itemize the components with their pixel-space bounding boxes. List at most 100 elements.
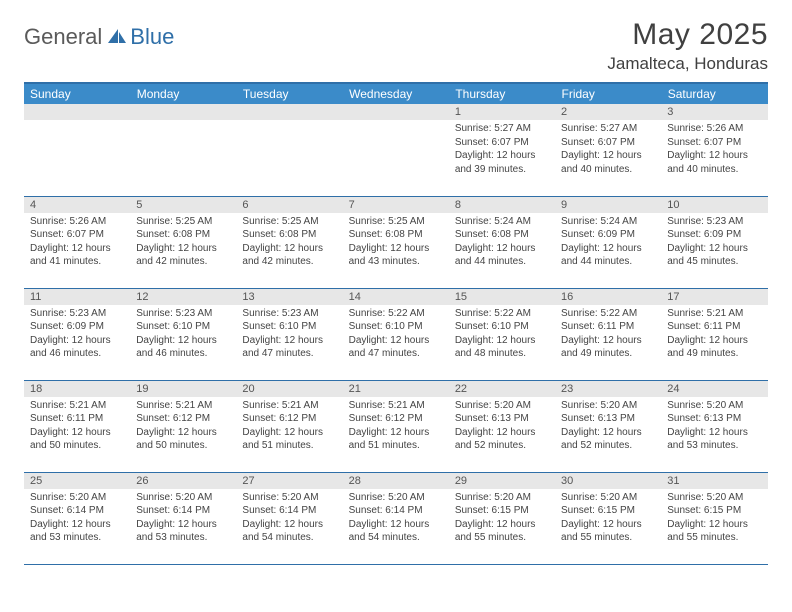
sunrise-line: Sunrise: 5:20 AM — [561, 399, 655, 413]
day-number: 4 — [24, 197, 130, 213]
day-number: 17 — [661, 289, 767, 305]
day-content: Sunrise: 5:23 AMSunset: 6:09 PMDaylight:… — [661, 213, 767, 271]
day-number: 21 — [343, 381, 449, 397]
day-content: Sunrise: 5:20 AMSunset: 6:14 PMDaylight:… — [343, 489, 449, 547]
header: General Blue May 2025 Jamalteca, Hondura… — [24, 18, 768, 74]
calendar-week-row: 11Sunrise: 5:23 AMSunset: 6:09 PMDayligh… — [24, 288, 768, 380]
day-number: 10 — [661, 197, 767, 213]
sunrise-line: Sunrise: 5:21 AM — [30, 399, 124, 413]
calendar-cell — [24, 104, 130, 196]
weekday-header: Saturday — [661, 83, 767, 104]
day-content: Sunrise: 5:23 AMSunset: 6:10 PMDaylight:… — [130, 305, 236, 363]
calendar-cell: 10Sunrise: 5:23 AMSunset: 6:09 PMDayligh… — [661, 196, 767, 288]
day-content: Sunrise: 5:22 AMSunset: 6:10 PMDaylight:… — [449, 305, 555, 363]
day-content: Sunrise: 5:21 AMSunset: 6:12 PMDaylight:… — [343, 397, 449, 455]
logo-text-general: General — [24, 24, 102, 50]
day-content: Sunrise: 5:21 AMSunset: 6:12 PMDaylight:… — [236, 397, 342, 455]
sunset-line: Sunset: 6:10 PM — [136, 320, 230, 334]
sunrise-line: Sunrise: 5:22 AM — [561, 307, 655, 321]
day-number: 1 — [449, 104, 555, 120]
daylight-line: Daylight: 12 hours and 49 minutes. — [561, 334, 655, 361]
day-number: 27 — [236, 473, 342, 489]
calendar-cell: 15Sunrise: 5:22 AMSunset: 6:10 PMDayligh… — [449, 288, 555, 380]
sunrise-line: Sunrise: 5:20 AM — [667, 399, 761, 413]
location: Jamalteca, Honduras — [607, 54, 768, 74]
calendar-week-row: 4Sunrise: 5:26 AMSunset: 6:07 PMDaylight… — [24, 196, 768, 288]
sunrise-line: Sunrise: 5:21 AM — [136, 399, 230, 413]
daylight-line: Daylight: 12 hours and 47 minutes. — [242, 334, 336, 361]
day-content — [130, 120, 236, 124]
calendar-week-row: 25Sunrise: 5:20 AMSunset: 6:14 PMDayligh… — [24, 472, 768, 564]
day-number: 18 — [24, 381, 130, 397]
calendar-cell: 25Sunrise: 5:20 AMSunset: 6:14 PMDayligh… — [24, 472, 130, 564]
sunset-line: Sunset: 6:15 PM — [455, 504, 549, 518]
logo: General Blue — [24, 18, 174, 50]
sunrise-line: Sunrise: 5:21 AM — [242, 399, 336, 413]
sunset-line: Sunset: 6:14 PM — [349, 504, 443, 518]
day-content: Sunrise: 5:25 AMSunset: 6:08 PMDaylight:… — [343, 213, 449, 271]
day-content: Sunrise: 5:20 AMSunset: 6:13 PMDaylight:… — [555, 397, 661, 455]
day-content: Sunrise: 5:20 AMSunset: 6:15 PMDaylight:… — [449, 489, 555, 547]
day-number: 16 — [555, 289, 661, 305]
sunrise-line: Sunrise: 5:23 AM — [30, 307, 124, 321]
month-title: May 2025 — [607, 18, 768, 52]
day-number: 2 — [555, 104, 661, 120]
calendar-cell: 22Sunrise: 5:20 AMSunset: 6:13 PMDayligh… — [449, 380, 555, 472]
calendar-cell: 3Sunrise: 5:26 AMSunset: 6:07 PMDaylight… — [661, 104, 767, 196]
calendar-cell: 30Sunrise: 5:20 AMSunset: 6:15 PMDayligh… — [555, 472, 661, 564]
daylight-line: Daylight: 12 hours and 42 minutes. — [136, 242, 230, 269]
day-number: 6 — [236, 197, 342, 213]
sunset-line: Sunset: 6:07 PM — [30, 228, 124, 242]
day-number: 8 — [449, 197, 555, 213]
daylight-line: Daylight: 12 hours and 40 minutes. — [667, 149, 761, 176]
day-number: 14 — [343, 289, 449, 305]
day-content: Sunrise: 5:24 AMSunset: 6:09 PMDaylight:… — [555, 213, 661, 271]
day-number: 29 — [449, 473, 555, 489]
calendar-cell — [130, 104, 236, 196]
sunrise-line: Sunrise: 5:21 AM — [349, 399, 443, 413]
sunrise-line: Sunrise: 5:20 AM — [242, 491, 336, 505]
day-number: 5 — [130, 197, 236, 213]
calendar-cell: 7Sunrise: 5:25 AMSunset: 6:08 PMDaylight… — [343, 196, 449, 288]
sunrise-line: Sunrise: 5:20 AM — [455, 491, 549, 505]
sunset-line: Sunset: 6:14 PM — [136, 504, 230, 518]
calendar-cell: 16Sunrise: 5:22 AMSunset: 6:11 PMDayligh… — [555, 288, 661, 380]
calendar-cell: 26Sunrise: 5:20 AMSunset: 6:14 PMDayligh… — [130, 472, 236, 564]
calendar-cell: 9Sunrise: 5:24 AMSunset: 6:09 PMDaylight… — [555, 196, 661, 288]
logo-text-blue: Blue — [130, 24, 174, 50]
sunrise-line: Sunrise: 5:23 AM — [136, 307, 230, 321]
day-number: 26 — [130, 473, 236, 489]
daylight-line: Daylight: 12 hours and 49 minutes. — [667, 334, 761, 361]
day-number: 25 — [24, 473, 130, 489]
calendar-cell: 27Sunrise: 5:20 AMSunset: 6:14 PMDayligh… — [236, 472, 342, 564]
day-content: Sunrise: 5:24 AMSunset: 6:08 PMDaylight:… — [449, 213, 555, 271]
daylight-line: Daylight: 12 hours and 46 minutes. — [136, 334, 230, 361]
sunset-line: Sunset: 6:11 PM — [667, 320, 761, 334]
day-content: Sunrise: 5:26 AMSunset: 6:07 PMDaylight:… — [24, 213, 130, 271]
daylight-line: Daylight: 12 hours and 52 minutes. — [455, 426, 549, 453]
sunset-line: Sunset: 6:10 PM — [455, 320, 549, 334]
day-content: Sunrise: 5:20 AMSunset: 6:15 PMDaylight:… — [555, 489, 661, 547]
day-content: Sunrise: 5:20 AMSunset: 6:13 PMDaylight:… — [449, 397, 555, 455]
sunset-line: Sunset: 6:12 PM — [136, 412, 230, 426]
sunset-line: Sunset: 6:11 PM — [30, 412, 124, 426]
day-content: Sunrise: 5:22 AMSunset: 6:11 PMDaylight:… — [555, 305, 661, 363]
daylight-line: Daylight: 12 hours and 46 minutes. — [30, 334, 124, 361]
calendar-cell: 24Sunrise: 5:20 AMSunset: 6:13 PMDayligh… — [661, 380, 767, 472]
sunrise-line: Sunrise: 5:27 AM — [561, 122, 655, 136]
sunset-line: Sunset: 6:13 PM — [667, 412, 761, 426]
day-number: 28 — [343, 473, 449, 489]
daylight-line: Daylight: 12 hours and 54 minutes. — [242, 518, 336, 545]
calendar-cell: 5Sunrise: 5:25 AMSunset: 6:08 PMDaylight… — [130, 196, 236, 288]
day-content: Sunrise: 5:20 AMSunset: 6:13 PMDaylight:… — [661, 397, 767, 455]
sunset-line: Sunset: 6:15 PM — [561, 504, 655, 518]
day-content: Sunrise: 5:25 AMSunset: 6:08 PMDaylight:… — [130, 213, 236, 271]
day-content: Sunrise: 5:23 AMSunset: 6:09 PMDaylight:… — [24, 305, 130, 363]
sunset-line: Sunset: 6:07 PM — [561, 136, 655, 150]
sunrise-line: Sunrise: 5:27 AM — [455, 122, 549, 136]
sunset-line: Sunset: 6:07 PM — [667, 136, 761, 150]
daylight-line: Daylight: 12 hours and 47 minutes. — [349, 334, 443, 361]
calendar-cell: 8Sunrise: 5:24 AMSunset: 6:08 PMDaylight… — [449, 196, 555, 288]
daylight-line: Daylight: 12 hours and 40 minutes. — [561, 149, 655, 176]
sunrise-line: Sunrise: 5:25 AM — [242, 215, 336, 229]
